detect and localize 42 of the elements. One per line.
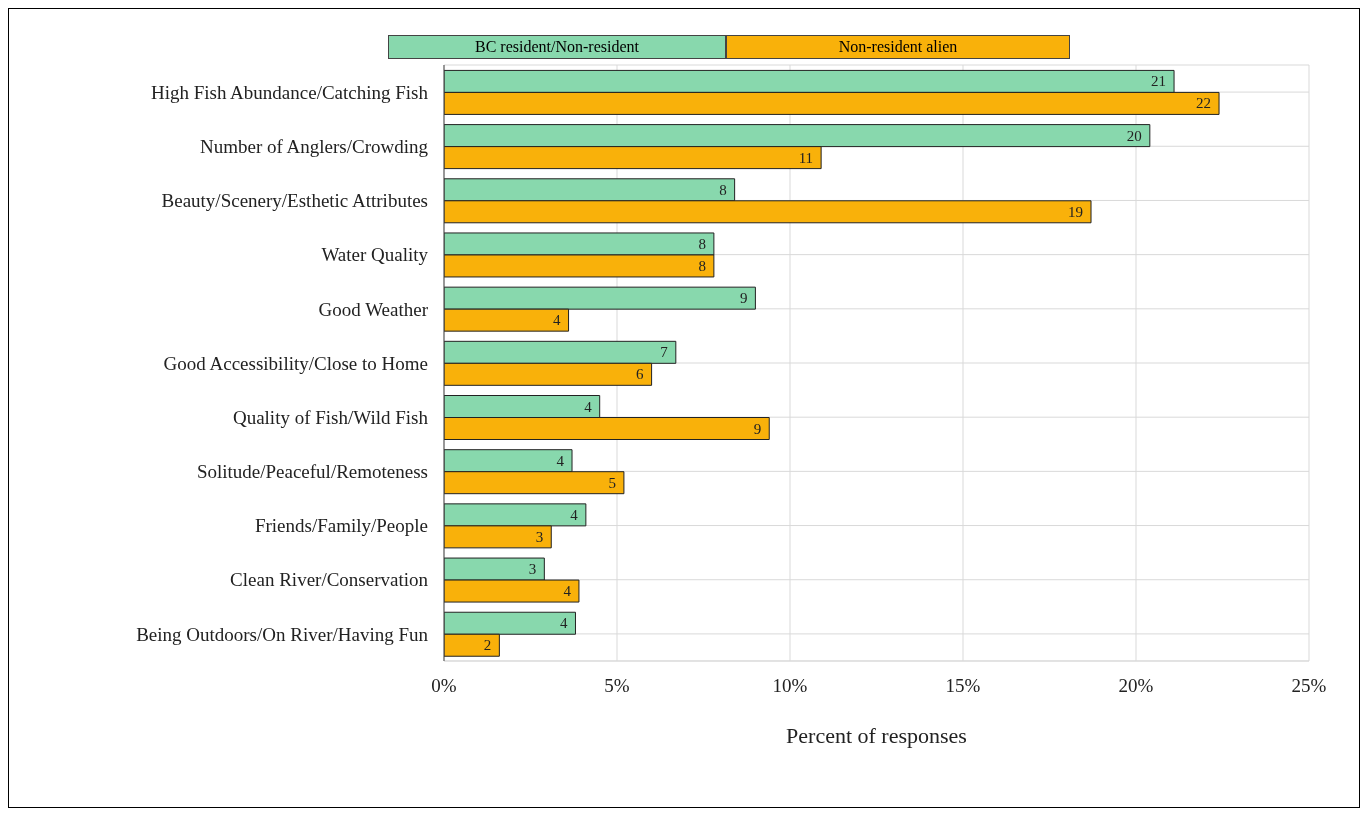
data-label: 11 bbox=[798, 149, 814, 166]
y-tick-label: Beauty/Scenery/Esthetic Attributes bbox=[161, 190, 428, 212]
data-label: 6 bbox=[636, 366, 645, 383]
y-tick-label: Friends/Family/People bbox=[254, 515, 428, 537]
data-label: 4 bbox=[559, 615, 568, 632]
y-tick-label: Number of Anglers/Crowding bbox=[200, 136, 429, 158]
y-tick-label: Water Quality bbox=[321, 244, 429, 266]
data-label: 8 bbox=[698, 257, 706, 274]
y-tick-label: Good Accessibility/Close to Home bbox=[163, 352, 428, 374]
data-label: 5 bbox=[608, 474, 616, 491]
data-label: 4 bbox=[553, 312, 562, 329]
data-label: 3 bbox=[528, 561, 537, 578]
data-label: 8 bbox=[698, 235, 706, 252]
y-tick-label: Good Weather bbox=[318, 298, 429, 320]
y-tick-label: Quality of Fish/Wild Fish bbox=[232, 406, 429, 428]
data-label: 4 bbox=[570, 506, 579, 523]
data-label: 9 bbox=[753, 420, 762, 437]
y-tick-label: High Fish Abundance/Catching Fish bbox=[150, 81, 429, 103]
data-label: 19 bbox=[1068, 203, 1084, 220]
x-tick-label: 10% bbox=[772, 675, 808, 697]
data-label: 4 bbox=[584, 398, 593, 415]
x-tick-label: 20% bbox=[1118, 675, 1154, 697]
data-label: 22 bbox=[1196, 95, 1212, 112]
data-label: 21 bbox=[1151, 73, 1167, 90]
x-tick-label: 0% bbox=[431, 675, 457, 697]
data-label: 9 bbox=[739, 290, 748, 307]
data-label: 8 bbox=[719, 181, 727, 198]
y-tick-label: Solitude/Peaceful/Remoteness bbox=[196, 461, 428, 483]
data-label: 2 bbox=[483, 637, 492, 654]
data-label: 3 bbox=[535, 528, 544, 545]
series-label: BC resident/Non-resident bbox=[388, 35, 726, 59]
data-label: 20 bbox=[1126, 127, 1142, 144]
data-label: 7 bbox=[660, 344, 669, 361]
data-label: 4 bbox=[563, 583, 572, 600]
x-axis-title: Percent of responses bbox=[786, 723, 967, 748]
y-tick-label: Clean River/Conservation bbox=[230, 569, 429, 591]
data-label: 4 bbox=[556, 452, 565, 469]
y-tick-label: Being Outdoors/On River/Having Fun bbox=[136, 623, 429, 645]
x-tick-label: 25% bbox=[1291, 675, 1327, 697]
x-tick-label: 15% bbox=[945, 675, 981, 697]
x-tick-label: 5% bbox=[604, 675, 630, 697]
text: Non-resident alien bbox=[726, 35, 1070, 59]
